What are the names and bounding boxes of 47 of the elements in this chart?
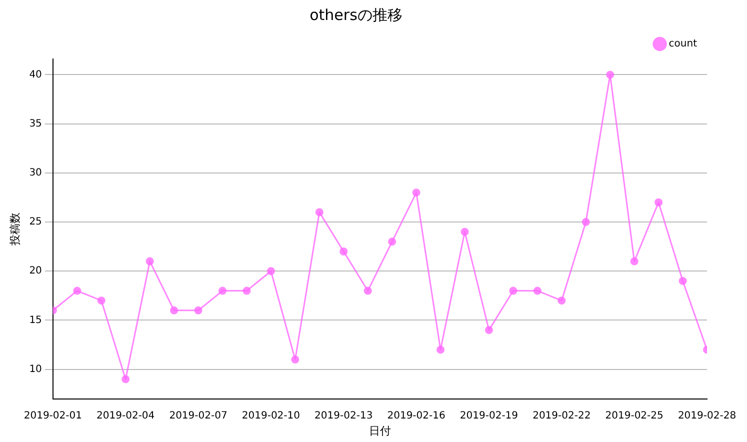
x-tick-label: 2019-02-28 <box>678 410 736 422</box>
point <box>388 238 396 246</box>
point <box>340 247 348 256</box>
x-tick-label: 2019-02-13 <box>314 410 373 422</box>
point <box>484 326 493 334</box>
point <box>509 286 518 295</box>
point <box>678 276 687 285</box>
point <box>146 257 154 266</box>
point <box>558 296 566 305</box>
x-tick-label: 2019-02-25 <box>605 410 664 422</box>
point <box>654 198 663 206</box>
point <box>533 286 542 295</box>
x-axis-title: 日付 <box>368 424 391 438</box>
y-tick-label: 15 <box>29 314 42 326</box>
y-axis-title: 投稿数 <box>8 212 22 246</box>
y-tick-label: 40 <box>29 69 42 80</box>
point <box>73 286 82 295</box>
x-tick-label: 2019-02-19 <box>460 410 518 422</box>
legend-label: count <box>668 38 698 50</box>
point <box>122 375 130 384</box>
x-tick-label: 2019-02-07 <box>169 410 228 422</box>
y-tick-label: 35 <box>29 118 42 130</box>
x-tick-label: 2019-02-04 <box>96 410 155 422</box>
chart-title: othersの推移 <box>310 6 402 24</box>
point <box>291 356 300 364</box>
point <box>97 296 106 305</box>
y-tick-label: 25 <box>29 216 42 228</box>
point <box>242 286 251 295</box>
point <box>315 208 324 216</box>
point <box>170 306 178 314</box>
y-tick-label: 30 <box>29 168 42 179</box>
point <box>364 286 372 295</box>
point <box>460 228 469 236</box>
point <box>266 267 275 276</box>
x-tick-label: 2019-02-10 <box>242 410 300 422</box>
x-tick-label: 2019-02-01 <box>24 410 82 422</box>
point <box>436 346 445 354</box>
point <box>412 188 420 197</box>
x-tick-label: 2019-02-22 <box>532 410 591 422</box>
x-tick-label: 2019-02-16 <box>387 410 446 422</box>
point <box>194 306 202 314</box>
y-tick-label: 10 <box>29 364 42 375</box>
point <box>630 257 638 266</box>
point <box>218 286 226 295</box>
point <box>582 218 590 226</box>
point <box>606 70 614 79</box>
y-tick-label: 20 <box>29 266 42 277</box>
